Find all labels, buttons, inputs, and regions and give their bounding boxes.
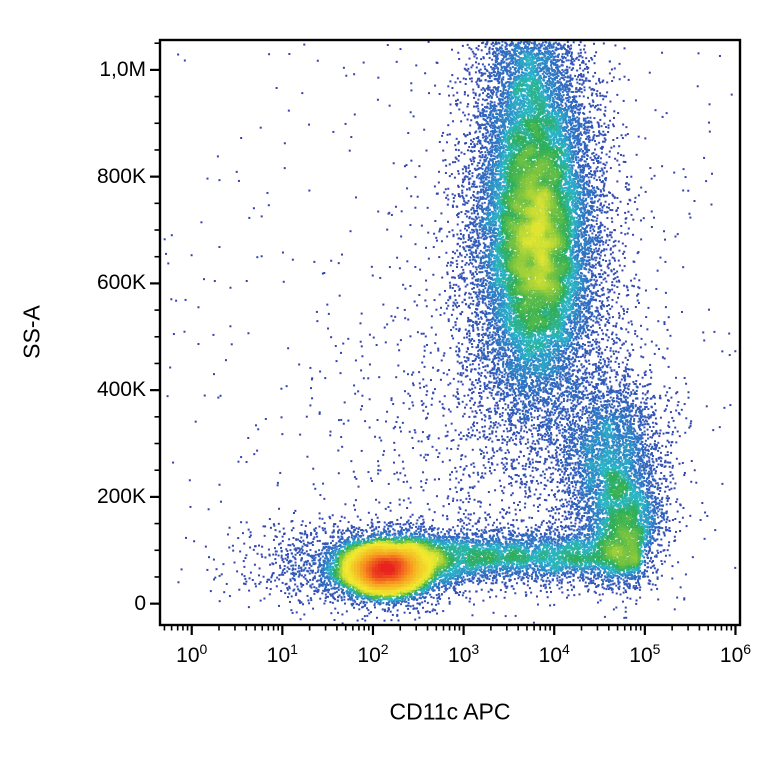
y-tick-label: 0 <box>134 591 146 615</box>
x-axis-title: CD11c APC <box>389 698 511 725</box>
x-tick-label: 105 <box>629 641 661 667</box>
x-tick-label: 104 <box>538 641 570 667</box>
x-tick-label: 101 <box>266 641 298 667</box>
y-tick-label: 600K <box>96 271 146 295</box>
x-tick-label: 103 <box>448 641 480 667</box>
x-tick-label: 102 <box>357 641 389 667</box>
x-tick-label: 106 <box>719 641 752 667</box>
y-tick-label: 200K <box>96 484 146 508</box>
y-tick-label: 1,0M <box>99 57 146 81</box>
x-tick-label: 100 <box>176 641 208 667</box>
y-tick-label: 400K <box>96 378 146 402</box>
y-axis-title: SS-A <box>18 305 45 359</box>
y-tick-label: 800K <box>96 164 146 188</box>
